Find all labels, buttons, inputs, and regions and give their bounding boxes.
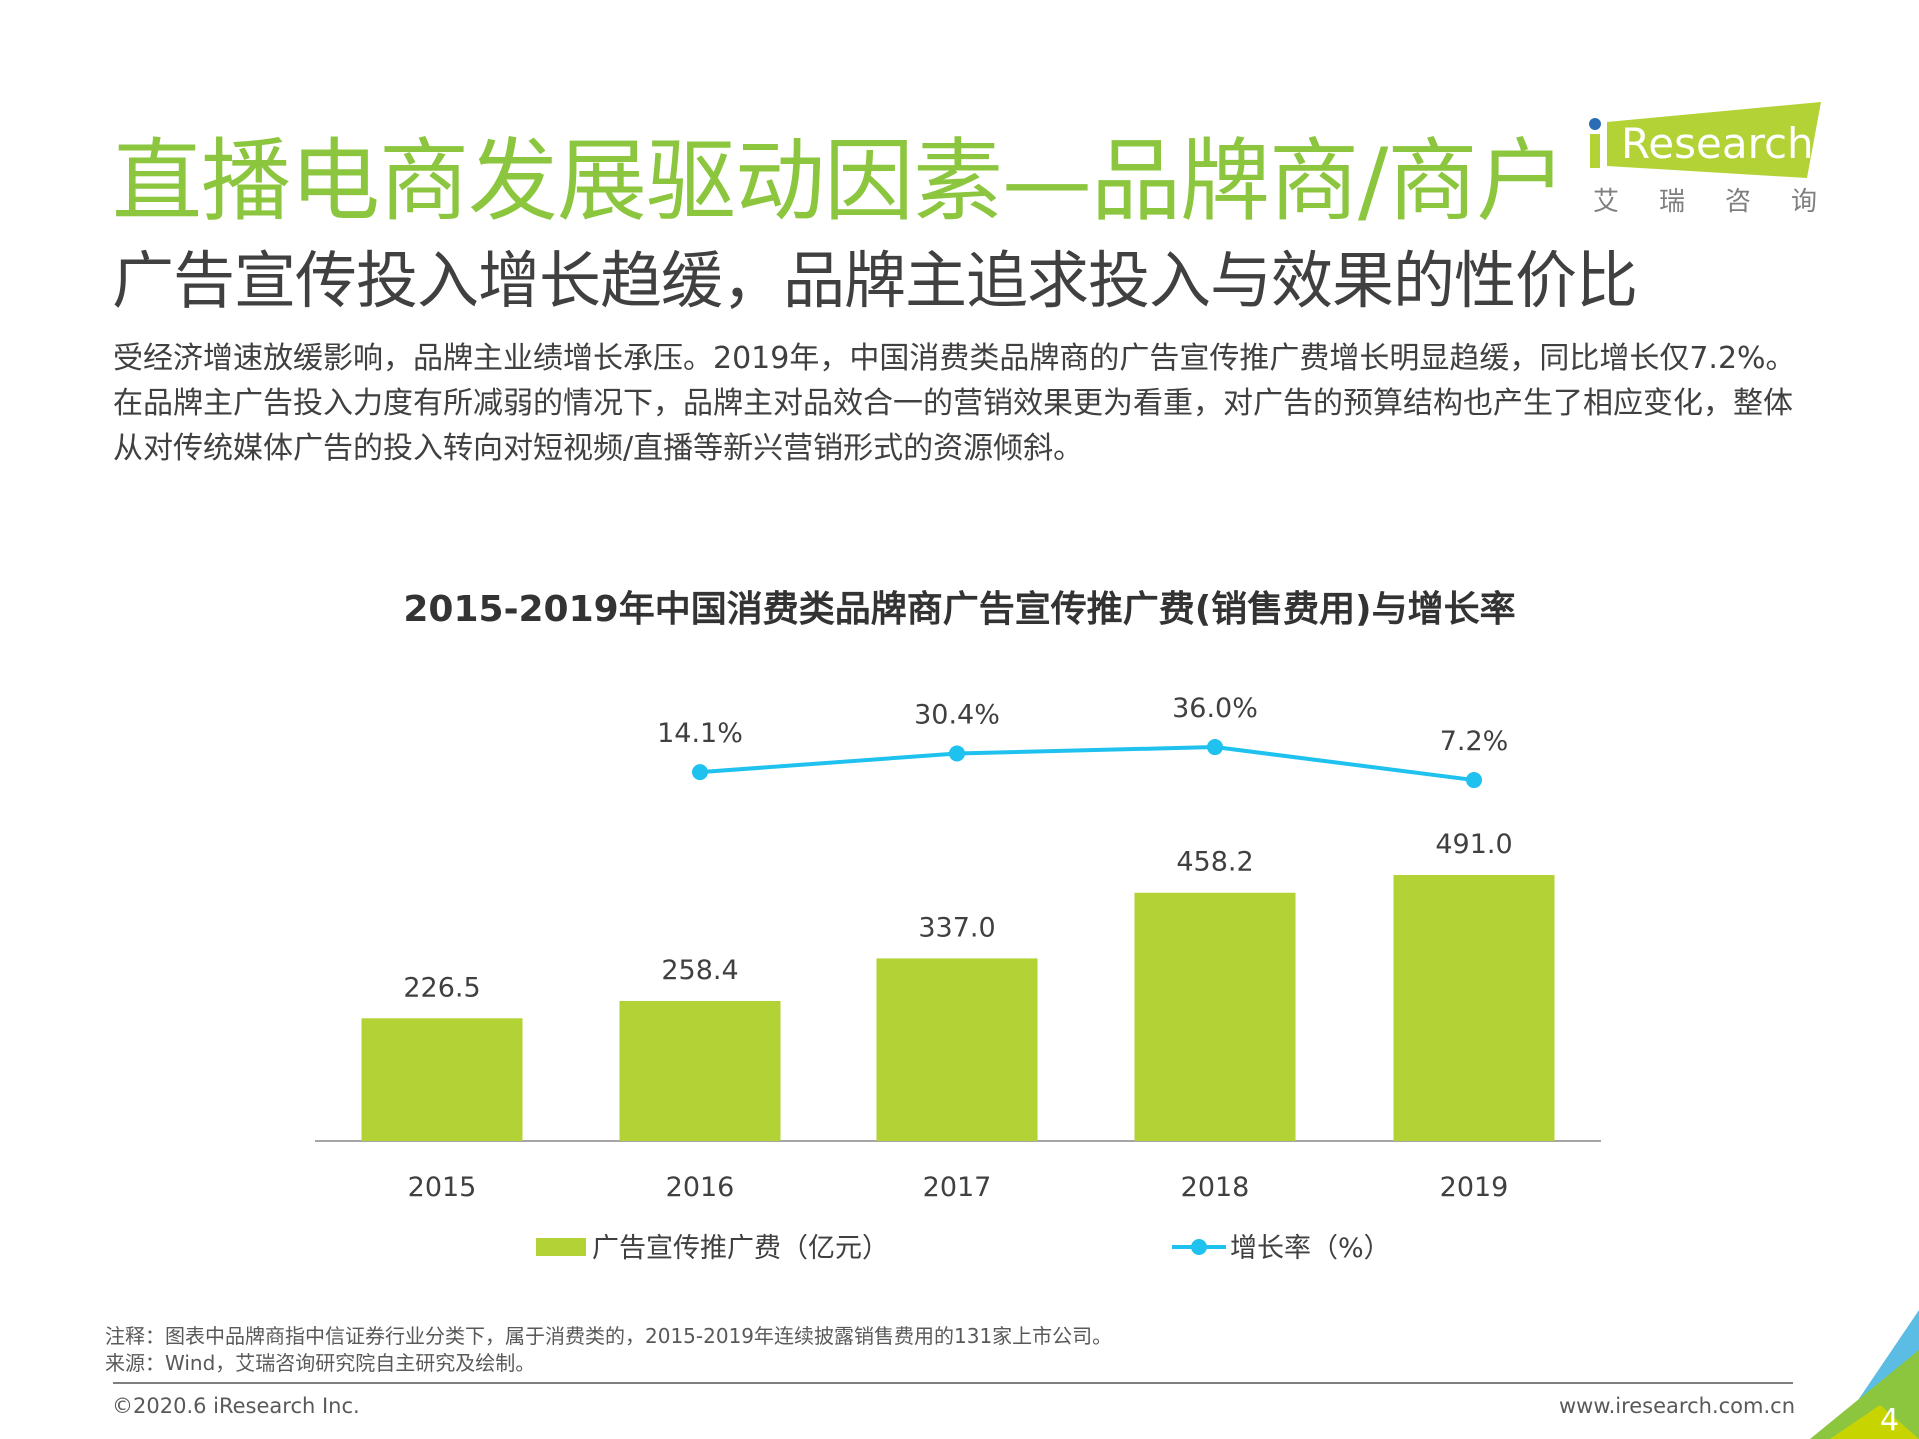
growth-data-label: 7.2% [1440, 726, 1509, 757]
chart-note: 注释：图表中品牌商指中信证券行业分类下，属于消费类的，2015-2019年连续披… [105, 1324, 1113, 1348]
growth-point [692, 764, 708, 781]
x-tick-label: 2019 [1440, 1172, 1509, 1203]
website-link[interactable]: www.iresearch.com.cn [1558, 1394, 1795, 1418]
chart-source: 来源：Wind，艾瑞咨询研究院自主研究及绘制。 [105, 1351, 536, 1375]
bar [1134, 892, 1296, 1141]
legend-line-marker [1191, 1239, 1207, 1255]
copyright: ©2020.6 iResearch Inc. [112, 1394, 360, 1418]
legend-bar-swatch [536, 1238, 586, 1256]
bar-data-label: 337.0 [918, 912, 995, 943]
chart-title: 2015-2019年中国消费类品牌商广告宣传推广费(销售费用)与增长率 [403, 589, 1516, 630]
page-subtitle: 广告宣传投入增长趋缓，品牌主追求投入与效果的性价比 [112, 244, 1638, 317]
footer-divider [113, 1382, 1793, 1384]
svg-text:Research: Research [1621, 119, 1814, 168]
legend-bar-label: 广告宣传推广费（亿元） [592, 1233, 889, 1264]
growth-point [1466, 772, 1482, 789]
corner-decoration: 4 [1810, 1310, 1919, 1439]
bar [361, 1018, 523, 1141]
x-tick-label: 2017 [923, 1172, 992, 1203]
svg-text:艾瑞咨询: 艾瑞咨询 [1593, 187, 1835, 217]
bar [876, 958, 1038, 1141]
bar-data-label: 458.2 [1176, 847, 1253, 878]
bar [1393, 874, 1555, 1141]
x-tick-label: 2015 [408, 1172, 477, 1203]
x-tick-label: 2016 [666, 1172, 735, 1203]
page-title: 直播电商发展驱动因素—品牌商/商户 [112, 129, 1566, 234]
intro-paragraph: 受经济增速放缓影响，品牌主业绩增长承压。2019年，中国消费类品牌商的广告宣传推… [113, 341, 1796, 466]
growth-data-label: 36.0% [1172, 693, 1258, 724]
bar-data-label: 491.0 [1435, 829, 1512, 860]
iresearch-logo: Research 艾瑞咨询 [1589, 102, 1835, 217]
bar-data-label: 226.5 [403, 972, 480, 1003]
growth-line [699, 745, 1475, 783]
x-tick-label: 2018 [1181, 1172, 1250, 1203]
growth-point [949, 745, 965, 762]
page-number: 4 [1880, 1403, 1899, 1438]
chart: 226.5 2015 258.4 2016 337.0 2017 458.2 2018 491.… [315, 693, 1601, 1264]
bar [619, 1000, 781, 1141]
bar-data-label: 258.4 [661, 955, 738, 986]
growth-data-label: 30.4% [914, 699, 1000, 730]
growth-point [1207, 739, 1223, 756]
legend-line-label: 增长率（%） [1230, 1233, 1391, 1264]
growth-data-label: 14.1% [657, 718, 743, 749]
